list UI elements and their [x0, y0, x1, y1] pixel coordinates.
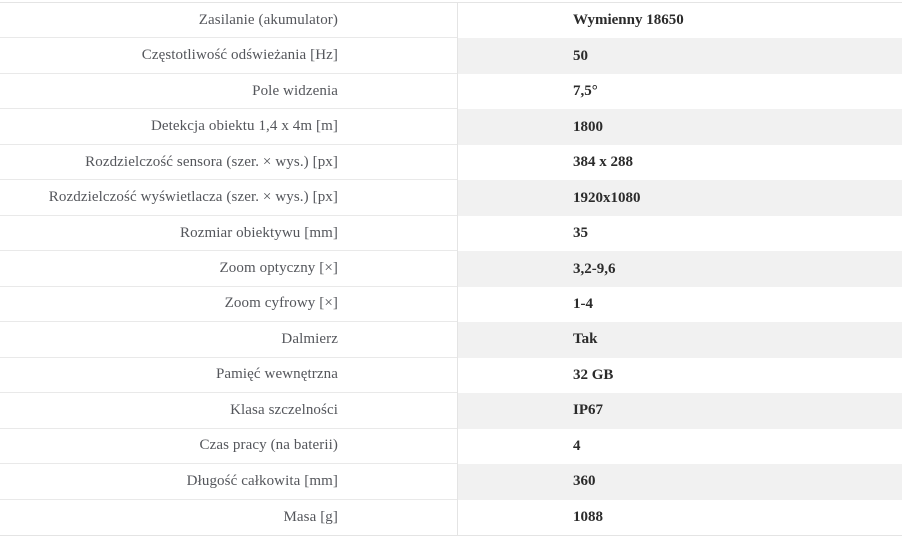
spec-label: Rozdzielczość wyświetlacza (szer. × wys.…: [48, 189, 338, 206]
spec-label-cell: Detekcja obiektu 1,4 x 4m [m]: [0, 109, 457, 145]
spec-value: Wymienny 18650: [573, 12, 684, 29]
spec-label: Rozdzielczość sensora (szer. × wys.) [px…: [85, 153, 338, 170]
spec-value-cell: 7,5°: [457, 73, 902, 110]
spec-value-cell: 1920x1080: [457, 180, 902, 216]
spec-label: Masa [g]: [283, 508, 338, 525]
spec-value-cell: Tak: [457, 322, 902, 358]
spec-label: Klasa szczelności: [230, 401, 338, 418]
spec-label-cell: Rozdzielczość sensora (szer. × wys.) [px…: [0, 144, 457, 181]
table-row: Czas pracy (na baterii) 4: [0, 428, 902, 465]
spec-value: 7,5°: [573, 83, 598, 100]
spec-label: Zasilanie (akumulator): [198, 11, 338, 28]
table-row: Dalmierz Tak: [0, 322, 902, 358]
spec-value: IP67: [573, 402, 603, 419]
spec-label-cell: Klasa szczelności: [0, 393, 457, 429]
spec-value: 384 x 288: [573, 154, 633, 171]
spec-value: 360: [573, 473, 596, 490]
spec-label-cell: Długość całkowita [mm]: [0, 464, 457, 500]
spec-label-cell: Masa [g]: [0, 499, 457, 536]
spec-label: Pole widzenia: [252, 82, 338, 99]
table-row: Rozmiar obiektywu [mm] 35: [0, 215, 902, 252]
spec-value: 1088: [573, 508, 603, 525]
spec-value-cell: 32 GB: [457, 357, 902, 394]
spec-value: 35: [573, 225, 588, 242]
table-row: Zasilanie (akumulator) Wymienny 18650: [0, 3, 902, 39]
spec-value: Tak: [573, 331, 598, 348]
spec-value-cell: 4: [457, 428, 902, 465]
spec-value: 1800: [573, 118, 603, 135]
spec-value-cell: 1088: [457, 499, 902, 536]
spec-label-cell: Rozmiar obiektywu [mm]: [0, 215, 457, 252]
table-row: Pamięć wewnętrzna 32 GB: [0, 357, 902, 394]
spec-label-cell: Pamięć wewnętrzna: [0, 357, 457, 394]
spec-value: 50: [573, 47, 588, 64]
spec-label-cell: Częstotliwość odświeżania [Hz]: [0, 38, 457, 74]
spec-value-cell: 384 x 288: [457, 144, 902, 181]
spec-label-cell: Czas pracy (na baterii): [0, 428, 457, 465]
table-row: Detekcja obiektu 1,4 x 4m [m] 1800: [0, 109, 902, 145]
spec-label: Częstotliwość odświeżania [Hz]: [141, 47, 338, 64]
table-row: Rozdzielczość sensora (szer. × wys.) [px…: [0, 144, 902, 181]
table-row: Masa [g] 1088: [0, 499, 902, 536]
spec-label: Długość całkowita [mm]: [186, 472, 338, 489]
spec-value-cell: IP67: [457, 393, 902, 429]
spec-value-cell: 50: [457, 38, 902, 74]
spec-label: Rozmiar obiektywu [mm]: [179, 224, 338, 241]
spec-value-cell: 3,2-9,6: [457, 251, 902, 287]
table-row: Długość całkowita [mm] 360: [0, 464, 902, 500]
spec-value-cell: Wymienny 18650: [457, 3, 902, 39]
spec-label: Zoom cyfrowy [×]: [224, 295, 338, 312]
spec-label-cell: Rozdzielczość wyświetlacza (szer. × wys.…: [0, 180, 457, 216]
spec-value-cell: 1800: [457, 109, 902, 145]
spec-value: 1-4: [573, 295, 593, 312]
table-row: Zoom optyczny [×] 3,2-9,6: [0, 251, 902, 287]
spec-value: 3,2-9,6: [573, 260, 616, 277]
spec-label: Detekcja obiektu 1,4 x 4m [m]: [150, 118, 338, 135]
spec-label-cell: Pole widzenia: [0, 73, 457, 110]
spec-value-cell: 1-4: [457, 286, 902, 323]
table-row: Pole widzenia 7,5°: [0, 73, 902, 110]
table-row: Częstotliwość odświeżania [Hz] 50: [0, 38, 902, 74]
spec-value: 4: [573, 437, 581, 454]
spec-value: 32 GB: [573, 366, 614, 383]
spec-label: Pamięć wewnętrzna: [215, 366, 338, 383]
spec-label: Czas pracy (na baterii): [199, 437, 338, 454]
spec-value-cell: 360: [457, 464, 902, 500]
spec-label-cell: Dalmierz: [0, 322, 457, 358]
spec-label-cell: Zasilanie (akumulator): [0, 3, 457, 39]
spec-label-cell: Zoom optyczny [×]: [0, 251, 457, 287]
spec-label: Dalmierz: [281, 330, 338, 347]
table-row: Rozdzielczość wyświetlacza (szer. × wys.…: [0, 180, 902, 216]
spec-label: Zoom optyczny [×]: [219, 260, 338, 277]
spec-label-cell: Zoom cyfrowy [×]: [0, 286, 457, 323]
spec-value-cell: 35: [457, 215, 902, 252]
table-row: Zoom cyfrowy [×] 1-4: [0, 286, 902, 323]
table-row: Klasa szczelności IP67: [0, 393, 902, 429]
spec-value: 1920x1080: [573, 189, 641, 206]
